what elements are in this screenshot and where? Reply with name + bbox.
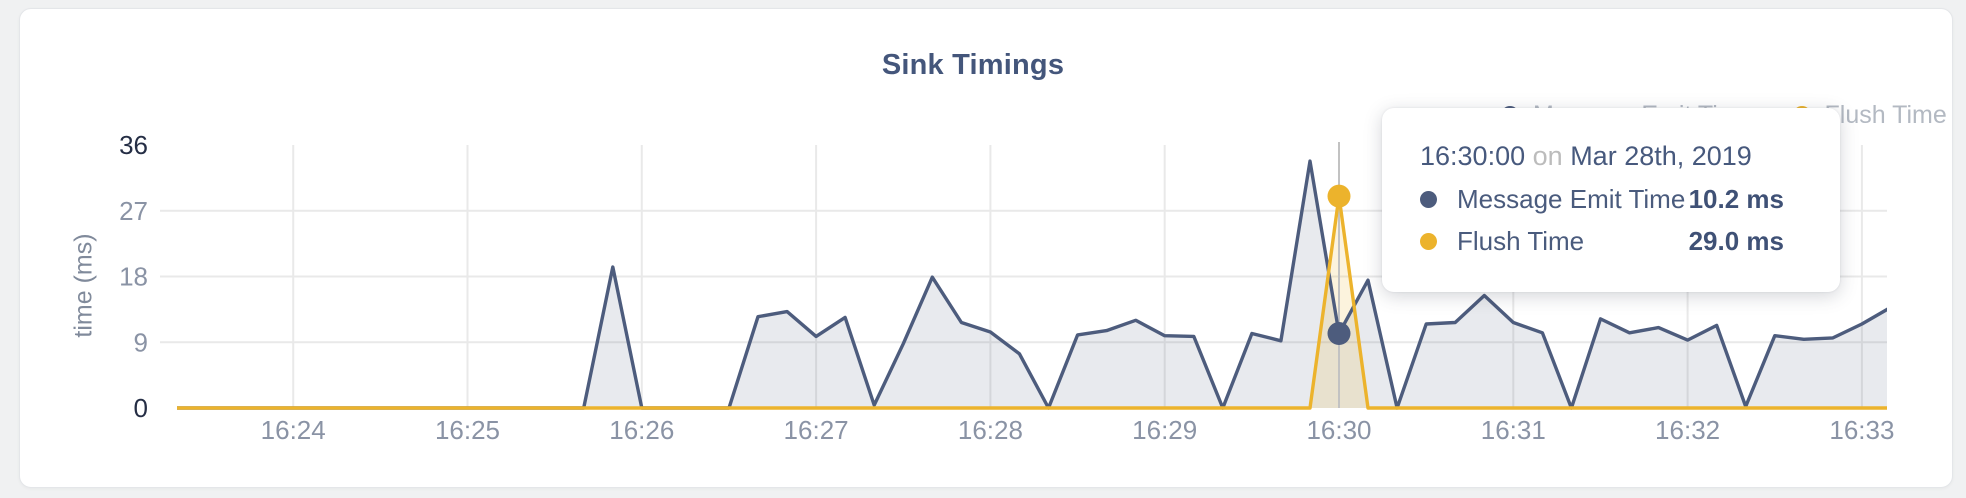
y-tick-label: 36: [119, 130, 148, 160]
series-line: [177, 194, 1887, 410]
x-tick-label: 16:24: [261, 415, 326, 445]
y-tick-label: 0: [134, 393, 148, 423]
series-area: [177, 161, 1887, 408]
y-tick-label: 18: [119, 262, 148, 292]
x-tick-label: 16:26: [609, 415, 674, 445]
tooltip-row-flush-time: Flush Time 29.0 ms: [1420, 224, 1784, 258]
tooltip-time: 16:30:00: [1420, 141, 1526, 171]
tooltip-conjunction: on: [1532, 141, 1563, 171]
series-dot-icon: [1420, 190, 1437, 208]
x-tick-label: 16:31: [1481, 415, 1546, 445]
tooltip-series-label: Message Emit Time: [1457, 184, 1686, 214]
chart-title: Sink Timings: [881, 49, 1065, 81]
y-tick-label: 27: [119, 196, 148, 226]
hover-point-marker[interactable]: [1327, 322, 1351, 345]
legend-item-label: Flush Time: [1824, 100, 1947, 129]
tooltip-series-value: 10.2 ms: [1688, 184, 1784, 214]
tooltip-series-label: Flush Time: [1457, 226, 1585, 256]
x-tick-label: 16:28: [958, 415, 1023, 445]
tooltip-date: Mar 28th, 2019: [1570, 141, 1752, 171]
series-dot-icon: [1420, 232, 1437, 250]
x-tick-label: 16:30: [1306, 415, 1371, 445]
x-tick-label: 16:32: [1655, 415, 1720, 445]
x-tick-label: 16:33: [1829, 415, 1894, 445]
hover-tooltip: 16:30:00 on Mar 28th, 2019 Message Emit …: [1382, 108, 1840, 292]
tooltip-heading: 16:30:00 on Mar 28th, 2019: [1420, 138, 1784, 174]
y-tick-label: 9: [134, 327, 148, 357]
x-tick-label: 16:29: [1132, 415, 1197, 445]
x-tick-label: 16:27: [784, 415, 849, 445]
hover-point-marker[interactable]: [1327, 184, 1351, 208]
tooltip-series-value: 29.0 ms: [1688, 226, 1784, 256]
x-tick-label: 16:25: [435, 415, 500, 445]
tooltip-row-message-emit-time: Message Emit Time 10.2 ms: [1420, 182, 1784, 216]
